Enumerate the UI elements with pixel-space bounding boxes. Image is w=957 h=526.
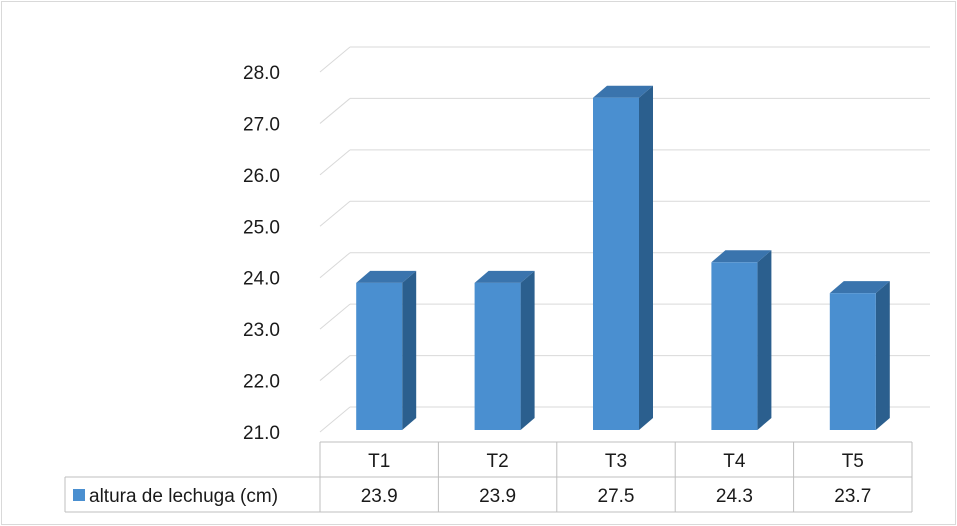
- bar-top-face: [593, 85, 653, 98]
- bar-side-face: [402, 270, 417, 430]
- y-tick-label: 21.0: [243, 423, 280, 444]
- gridline-side: [319, 46, 351, 73]
- y-tick-label: 24.0: [243, 269, 280, 290]
- data-table: T1 23.9 T2 23.9 T3 27.5 T4 24.3 T5 23.7 altura de …: [64, 441, 913, 513]
- bar: [829, 281, 890, 430]
- gridline-side: [319, 252, 351, 279]
- data-label: 23.9: [479, 486, 516, 507]
- y-tick-label: 26.0: [243, 166, 280, 187]
- x-tick-label: T4: [723, 451, 746, 472]
- bar: [474, 270, 535, 430]
- gridline-side: [319, 406, 351, 433]
- bar-front-face: [356, 282, 403, 430]
- data-label: 24.3: [716, 486, 753, 507]
- gridline-side: [319, 98, 351, 124]
- bar-front-face: [474, 282, 521, 430]
- y-tick-label: 27.0: [243, 114, 280, 135]
- bar-top-face: [474, 270, 535, 283]
- bar-side-face: [639, 85, 653, 430]
- gridline-side: [319, 200, 351, 227]
- y-axis-ticks: 21.0 22.0 23.0 24.0 25.0 26.0 27.0 28.0: [243, 63, 280, 444]
- x-tick-label: T3: [605, 451, 627, 472]
- y-tick-label: 23.0: [243, 320, 280, 341]
- y-tick-label: 28.0: [243, 63, 280, 84]
- gridline-side: [319, 303, 351, 330]
- bar-top-face: [829, 281, 890, 294]
- x-tick-label: T1: [368, 451, 390, 472]
- bar-top-face: [711, 250, 772, 263]
- gridline-side: [319, 355, 351, 381]
- bar-side-face: [520, 270, 535, 430]
- bar-front-face: [593, 97, 639, 430]
- y-tick-label: 22.0: [243, 372, 280, 393]
- bar: [711, 250, 772, 430]
- bar-front-face: [711, 262, 758, 430]
- data-label: 27.5: [598, 486, 635, 507]
- x-tick-label: T5: [842, 451, 864, 472]
- bar-side-face: [757, 250, 772, 430]
- gridline-side: [319, 149, 351, 176]
- bars: [356, 85, 890, 430]
- x-tick-label: T2: [487, 451, 509, 472]
- y-tick-label: 25.0: [243, 217, 280, 238]
- bar-top-face: [356, 270, 417, 283]
- legend-series-name: altura de lechuga (cm): [89, 486, 278, 507]
- bar: [593, 85, 653, 430]
- data-label: 23.7: [834, 486, 871, 507]
- legend-swatch: [73, 489, 85, 501]
- bar: [356, 270, 417, 430]
- data-label: 23.9: [361, 486, 398, 507]
- bar-side-face: [875, 281, 890, 430]
- bar-front-face: [829, 293, 876, 430]
